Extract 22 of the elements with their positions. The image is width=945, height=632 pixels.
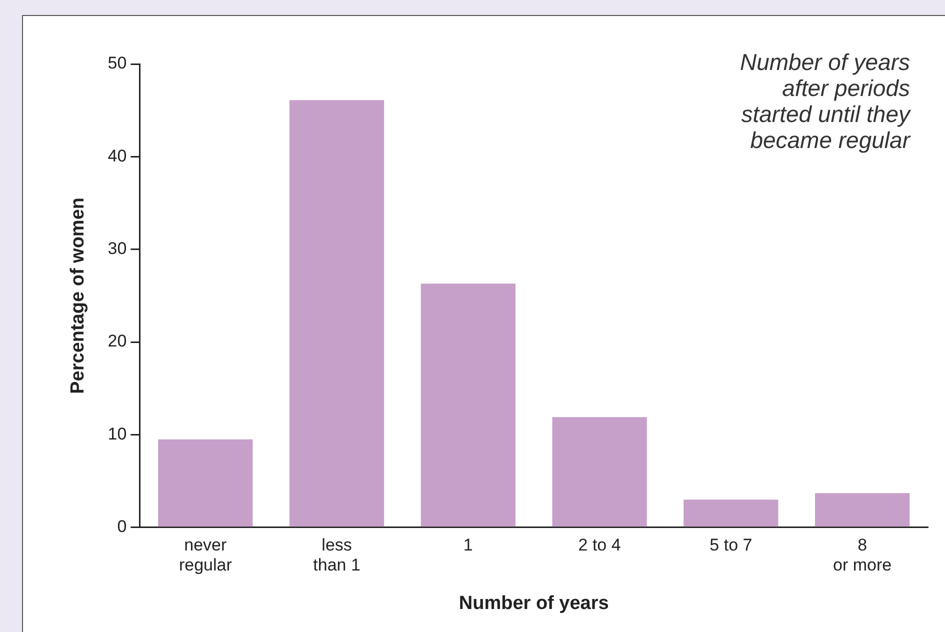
y-tick-label: 0	[117, 517, 127, 536]
x-tick-label: 2 to 4	[578, 535, 621, 554]
y-tick-label: 50	[108, 54, 127, 73]
y-tick-label: 30	[108, 239, 127, 258]
bar	[684, 500, 778, 527]
bar	[552, 417, 647, 527]
x-tick-label: 1	[463, 535, 473, 554]
bar	[420, 284, 516, 527]
x-tick-label: less than 1	[313, 535, 360, 575]
x-axis-title: Number of years	[458, 592, 609, 614]
x-tick-label: 8 or more	[833, 535, 892, 575]
bar	[158, 439, 253, 527]
panel-frame: Number of years Percentage of women never regular less than 1 1 2 to 4 5 to 7 8 or more 0 10 20 30 40 50 Number of years after periods started until they became regular	[22, 15, 945, 632]
x-tick-label: 5 to 7	[710, 535, 752, 554]
y-tick-label: 10	[108, 424, 127, 444]
bar	[815, 493, 910, 527]
y-axis-title: Percentage of women	[68, 198, 89, 394]
text: Number of years after periods started until they became regular	[740, 49, 910, 153]
bar	[289, 100, 384, 527]
x-tick-label: never regular	[178, 535, 232, 575]
y-tick-label: 40	[108, 146, 127, 166]
y-tick-label: 20	[108, 332, 127, 351]
